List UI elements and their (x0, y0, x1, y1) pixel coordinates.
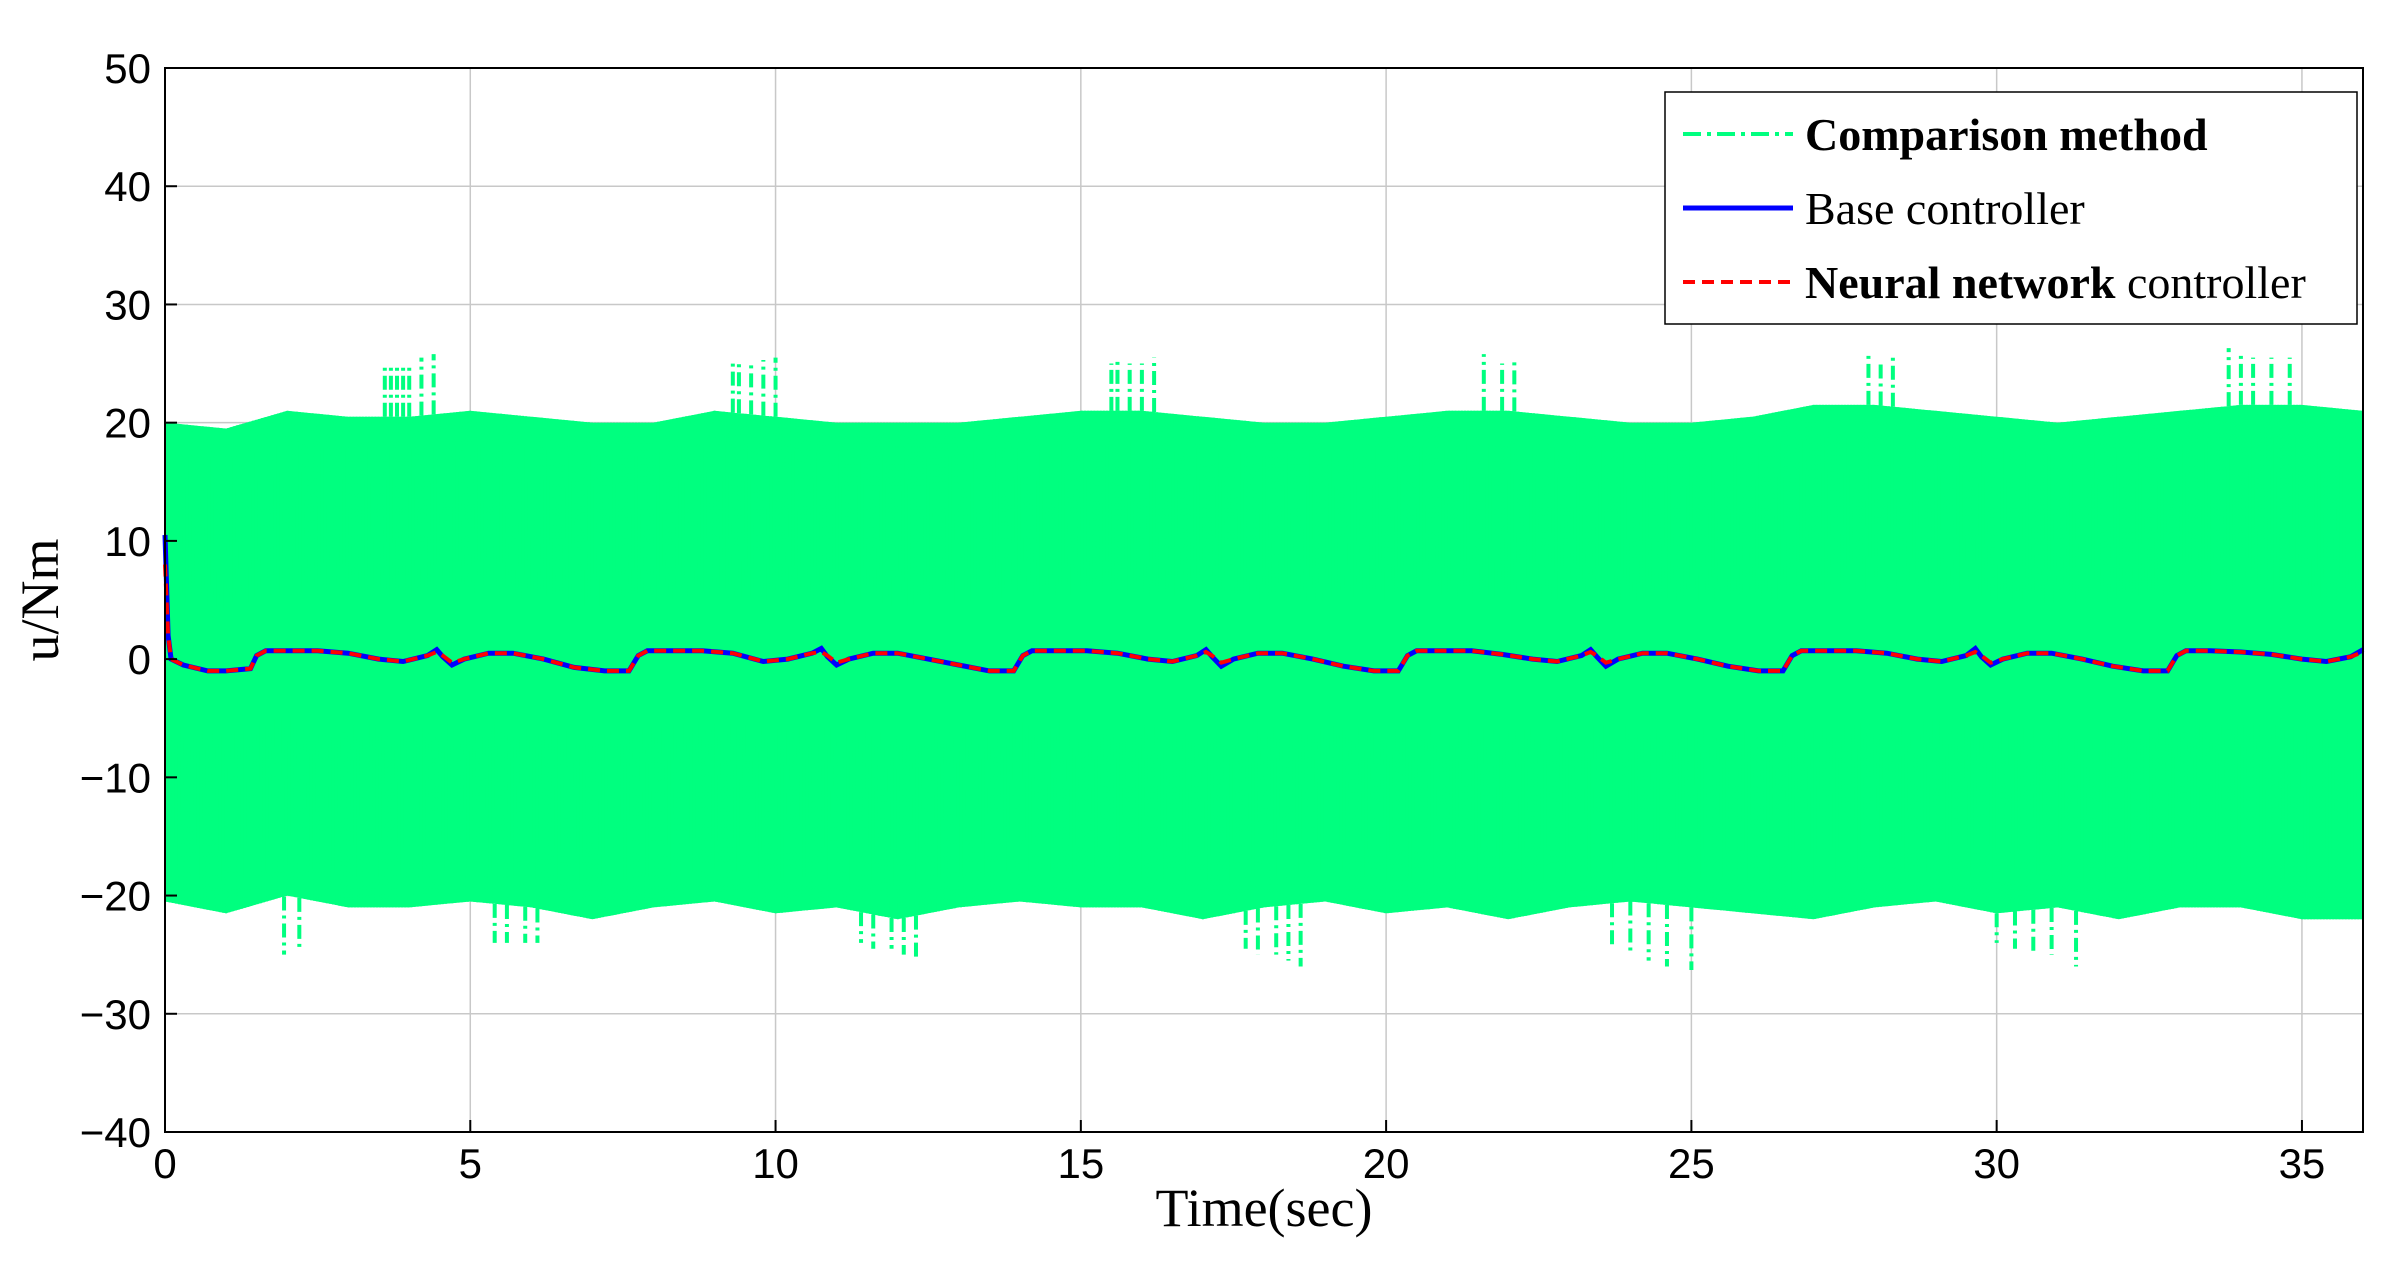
y-tick-label: 30 (104, 281, 151, 328)
plot-frame (164, 67, 2364, 1133)
comparison-method-band (164, 348, 2364, 971)
x-tick-label: 25 (1668, 1140, 1715, 1187)
legend-label-bold: Neural network (1805, 257, 2116, 308)
x-tick-label: 0 (153, 1140, 176, 1187)
y-tick-label: 10 (104, 518, 151, 565)
y-tick-label: 40 (104, 163, 151, 210)
y-tick-label: 0 (128, 636, 151, 683)
x-tick-label: 20 (1363, 1140, 1410, 1187)
x-tick-label: 5 (459, 1140, 482, 1187)
y-tick-label: −20 (80, 873, 151, 920)
x-axis-title: Time(sec) (1156, 1178, 1373, 1238)
x-tick-label: 10 (752, 1140, 799, 1187)
neural-network-controller-line (163, 564, 2364, 673)
legend-label: Neural network controller (1805, 257, 2306, 308)
y-tick-label: 20 (104, 400, 151, 447)
legend-label-bold: Comparison method (1805, 109, 2208, 160)
y-tick-label: −30 (80, 991, 151, 1038)
legend-label: Comparison method (1805, 109, 2208, 160)
comparison-method-line (164, 404, 2364, 920)
series-lines (162, 534, 2365, 674)
legend: Comparison method Base controller Neural n… (1664, 91, 2358, 325)
x-tick-label: 15 (1057, 1140, 1104, 1187)
y-axis-title: u/Nm (10, 538, 70, 661)
legend-label: Base controller (1805, 183, 2085, 234)
legend-label-plain: Base controller (1805, 183, 2085, 234)
x-tick-label: 30 (1973, 1140, 2020, 1187)
y-tick-label: −10 (80, 754, 151, 801)
axis-ticks: 0 5 10 15 20 25 30 35 −40 −30 −20 −10 0 10 20 30 40 50 (80, 45, 2326, 1187)
x-tick-label: 35 (2279, 1140, 2326, 1187)
y-tick-label: −40 (80, 1109, 151, 1156)
base-controller-line (162, 534, 2365, 674)
y-tick-label: 50 (104, 45, 151, 92)
legend-label-plain: controller (2115, 257, 2305, 308)
